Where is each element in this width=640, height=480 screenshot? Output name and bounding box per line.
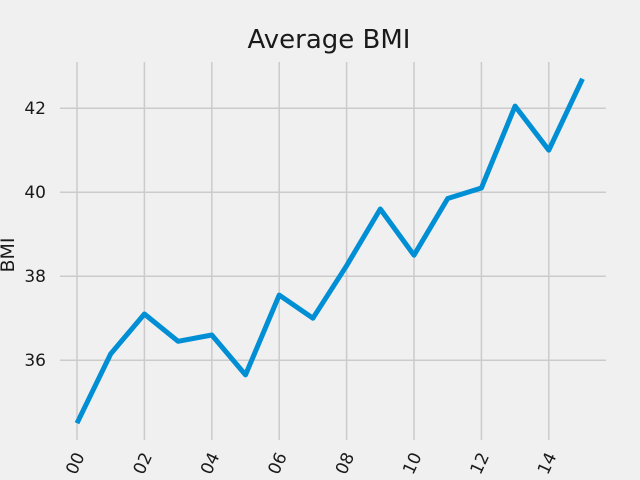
y-tick-label: 40 [24,183,46,203]
y-tick-label: 42 [24,99,46,119]
chart-title: Average BMI [248,25,411,55]
x-tick-label: 00 [62,450,89,478]
x-tick-label: 08 [332,450,359,478]
x-tick-label: 14 [534,450,561,478]
x-tick-label: 04 [197,450,224,478]
x-tick-label: 10 [399,450,426,478]
y-tick-label: 38 [24,267,46,287]
y-axis-label: BMI [0,237,19,272]
y-tick-label: 36 [24,351,46,371]
x-tick-label: 06 [264,450,291,478]
series-line [74,77,585,425]
series-layer [74,77,585,425]
x-tick-label: 02 [130,450,157,478]
tick-labels: 00 02 04 06 08 10 12 14 36 38 40 42 [24,99,561,478]
x-tick-label: 12 [467,450,494,478]
